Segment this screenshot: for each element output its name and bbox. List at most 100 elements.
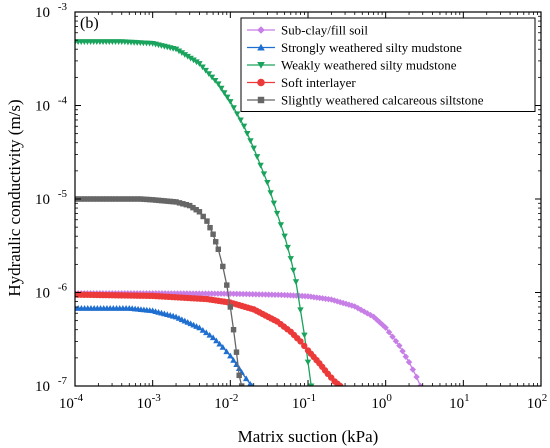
data-point bbox=[292, 279, 300, 286]
series-1 bbox=[75, 304, 254, 386]
legend-box bbox=[240, 17, 536, 112]
data-point bbox=[205, 71, 213, 78]
legend-marker bbox=[257, 26, 265, 34]
data-point bbox=[257, 162, 264, 169]
data-point bbox=[199, 64, 206, 71]
data-point bbox=[215, 246, 222, 252]
data-point bbox=[301, 342, 308, 350]
data-point bbox=[224, 282, 230, 288]
data-point bbox=[178, 50, 186, 57]
data-point bbox=[242, 375, 250, 382]
legend-marker bbox=[257, 61, 265, 69]
series-4 bbox=[75, 196, 245, 386]
legend-label: Sub-clay/fill soil bbox=[281, 23, 368, 38]
data-point bbox=[250, 145, 257, 152]
data-point bbox=[244, 130, 251, 137]
data-point bbox=[209, 334, 217, 341]
data-point bbox=[184, 53, 191, 60]
data-point bbox=[392, 337, 400, 345]
x-tick-label: 101 bbox=[449, 392, 470, 412]
data-point bbox=[267, 190, 274, 197]
data-point bbox=[211, 78, 219, 84]
data-point bbox=[212, 239, 219, 245]
data-point bbox=[203, 329, 210, 336]
x-tick-label: 100 bbox=[371, 392, 392, 412]
data-point bbox=[233, 111, 241, 118]
data-point bbox=[277, 222, 285, 229]
data-point bbox=[193, 59, 200, 66]
data-point bbox=[297, 338, 304, 345]
data-point bbox=[273, 210, 281, 217]
data-point bbox=[187, 55, 194, 62]
data-point bbox=[237, 117, 244, 124]
y-tick-label: 10 -3 bbox=[35, 1, 67, 21]
data-point bbox=[240, 123, 248, 130]
series-2 bbox=[75, 39, 315, 386]
data-point bbox=[304, 359, 312, 366]
data-point bbox=[219, 344, 227, 350]
data-point bbox=[297, 307, 304, 314]
data-point bbox=[223, 348, 230, 355]
data-point bbox=[301, 332, 308, 339]
data-point bbox=[281, 233, 288, 240]
data-point bbox=[290, 267, 297, 274]
data-point bbox=[284, 244, 291, 251]
data-point bbox=[181, 52, 189, 58]
data-point bbox=[399, 347, 406, 355]
data-point bbox=[220, 263, 226, 270]
data-point bbox=[196, 209, 203, 215]
data-point bbox=[253, 154, 261, 160]
axes: 10-4 10-3 10-2 10-1 100 101 102 10-7 10-6 10 -5 10-… bbox=[35, 1, 547, 412]
data-point bbox=[287, 256, 294, 262]
data-point bbox=[202, 67, 209, 74]
data-point bbox=[190, 57, 197, 64]
data-point bbox=[208, 74, 216, 81]
panel-label: (b) bbox=[80, 15, 99, 32]
x-tick-label: 10-1 bbox=[292, 392, 316, 412]
data-point bbox=[308, 383, 315, 386]
data-point bbox=[413, 373, 420, 381]
data-point bbox=[396, 342, 403, 349]
legend-marker bbox=[257, 96, 265, 104]
data-point bbox=[206, 331, 213, 338]
x-tick-label: 10-3 bbox=[137, 392, 162, 412]
data-point bbox=[227, 99, 234, 105]
y-axis-title: Hydraulic conductivity (m/s) bbox=[5, 99, 24, 296]
data-point bbox=[196, 61, 203, 67]
data-point bbox=[175, 48, 183, 55]
x-tick-label: 10-4 bbox=[59, 392, 84, 412]
y-tick-label: 10 -7 bbox=[35, 375, 67, 395]
data-point bbox=[200, 213, 206, 220]
legend-label: Strongly weathered silty mudstone bbox=[281, 40, 462, 55]
legend-marker bbox=[257, 78, 265, 87]
data-point bbox=[204, 218, 210, 224]
data-point bbox=[247, 138, 254, 145]
data-point bbox=[215, 81, 222, 88]
data-point bbox=[270, 200, 278, 207]
data-point bbox=[196, 324, 203, 331]
data-point bbox=[260, 171, 268, 178]
series-line bbox=[75, 307, 253, 386]
legend-label: Slightly weathered calcareous siltstone bbox=[281, 93, 484, 108]
data-point bbox=[389, 333, 396, 340]
y-tick-label: 10 -6 bbox=[35, 282, 67, 302]
data-point bbox=[199, 326, 207, 333]
data-point bbox=[227, 304, 234, 310]
data-point bbox=[230, 326, 237, 333]
data-point bbox=[405, 358, 413, 366]
data-point bbox=[227, 352, 234, 359]
data-point bbox=[230, 356, 237, 363]
data-point bbox=[409, 366, 417, 373]
data-point bbox=[382, 324, 389, 331]
data-point bbox=[337, 382, 344, 386]
x-axis-title: Matrix suction (kPa) bbox=[238, 427, 379, 446]
legend-marker bbox=[257, 43, 265, 51]
y-tick-label: 10 -4 bbox=[35, 95, 67, 115]
data-point bbox=[235, 365, 243, 371]
data-point bbox=[233, 349, 240, 355]
data-point bbox=[172, 46, 180, 53]
data-point bbox=[385, 329, 393, 336]
plot-area bbox=[75, 39, 424, 386]
data-point bbox=[417, 382, 424, 386]
